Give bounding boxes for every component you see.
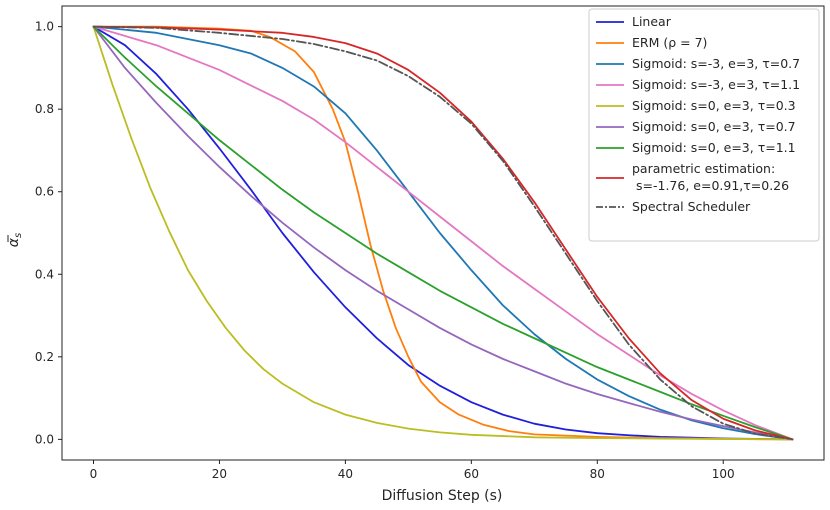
x-tick-label: 100 bbox=[712, 467, 735, 481]
legend-label-sig3: Sigmoid: s=0, e=3, τ=0.3 bbox=[632, 98, 796, 113]
y-tick-label: 0.4 bbox=[35, 267, 54, 281]
legend-label-erm: ERM (ρ = 7) bbox=[632, 35, 707, 50]
series-line-sig3 bbox=[92, 25, 794, 441]
y-tick-label: 0.6 bbox=[35, 185, 54, 199]
x-tick-label: 40 bbox=[338, 467, 353, 481]
y-axis-title: αs bbox=[6, 233, 24, 247]
y-tick-label: 1.0 bbox=[35, 20, 54, 34]
x-axis: 0 20 40 60 80 100 bbox=[90, 460, 735, 481]
legend-label-linear: Linear bbox=[632, 14, 672, 29]
legend-label-sig4: Sigmoid: s=0, e=3, τ=0.7 bbox=[632, 119, 796, 134]
legend-label-sig1: Sigmoid: s=-3, e=3, τ=0.7 bbox=[632, 56, 800, 71]
legend-label-spectral: Spectral Scheduler bbox=[632, 199, 751, 214]
series-line-sig4 bbox=[92, 25, 794, 441]
x-tick-label: 0 bbox=[90, 467, 98, 481]
series-line-spectral bbox=[92, 25, 794, 441]
series-line-sig5 bbox=[92, 25, 794, 441]
legend-label-param: parametric estimation: bbox=[632, 161, 775, 176]
series-line-sig2 bbox=[92, 25, 794, 441]
legend-label-sig2: Sigmoid: s=-3, e=3, τ=1.1 bbox=[632, 77, 800, 92]
legend-entries: Linear ERM (ρ = 7) Sigmoid: s=-3, e=3, τ=0… bbox=[596, 14, 800, 214]
y-axis: 0.0 0.2 0.4 0.6 0.8 1.0 bbox=[35, 20, 62, 446]
series-layer bbox=[92, 25, 794, 441]
x-axis-title: Diffusion Step (s) bbox=[382, 488, 503, 504]
axes-frame bbox=[61, 5, 825, 461]
x-tick-label: 60 bbox=[464, 467, 479, 481]
series-line-param bbox=[92, 25, 794, 441]
y-tick-label: 0.0 bbox=[35, 432, 54, 446]
legend: Linear ERM (ρ = 7) Sigmoid: s=-3, e=3, τ=0… bbox=[588, 8, 820, 242]
legend-label-param-line2: s=-1.76, e=0.91,τ=0.26 bbox=[636, 178, 789, 193]
series-line-linear bbox=[92, 25, 794, 441]
y-tick-label: 0.8 bbox=[35, 102, 54, 116]
x-tick-label: 80 bbox=[590, 467, 605, 481]
legend-label-sig5: Sigmoid: s=0, e=3, τ=1.1 bbox=[632, 140, 796, 155]
legend-box bbox=[588, 8, 820, 242]
x-tick-label: 20 bbox=[212, 467, 227, 481]
series-line-erm bbox=[92, 25, 794, 441]
y-tick-label: 0.2 bbox=[35, 350, 54, 364]
